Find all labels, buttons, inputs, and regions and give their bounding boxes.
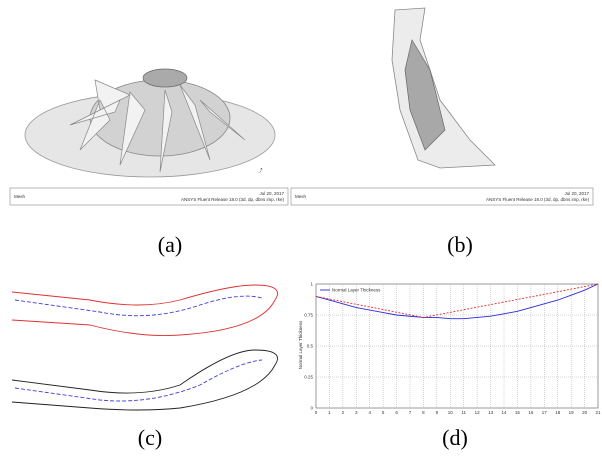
- x-tick-label: 10: [448, 410, 454, 415]
- x-tick-label: 2: [342, 410, 345, 415]
- x-tick-label: 19: [569, 410, 575, 415]
- x-tick-label: 13: [488, 410, 494, 415]
- figure: ⤴ Mesh Jul 20, 2017 ANSYS Fluent Release…: [0, 0, 602, 459]
- y-tick-label: 0.25: [304, 375, 313, 380]
- y-tick-label: 1: [310, 282, 313, 287]
- x-tick-label: 6: [395, 410, 398, 415]
- x-tick-label: 1: [328, 410, 331, 415]
- x-tick-label: 21: [595, 410, 601, 415]
- footer-release: ANSYS Fluent Release 18.0 (3d, dp, dbns …: [181, 197, 285, 202]
- caption: (a): [158, 232, 182, 257]
- y-axis-label: Normal Layer Thickness: [298, 320, 303, 369]
- axis-triad: ⤴: [258, 167, 263, 173]
- caption: (b): [447, 232, 473, 257]
- x-tick-label: 0: [315, 410, 318, 415]
- caption: (d): [442, 425, 468, 450]
- footer-left: Mesh: [14, 194, 26, 199]
- x-tick-label: 7: [409, 410, 412, 415]
- x-tick-label: 16: [528, 410, 534, 415]
- impeller-render: ⤴: [25, 69, 275, 177]
- x-tick-label: 14: [501, 410, 507, 415]
- footer-date: Jul 20, 2017: [564, 191, 589, 196]
- y-tick-label: 0.5: [307, 344, 314, 349]
- x-tick-label: 20: [582, 410, 588, 415]
- caption: (c): [138, 425, 162, 450]
- x-tick-label: 11: [461, 410, 466, 415]
- y-tick-label: 0: [310, 406, 313, 411]
- profiles: [12, 285, 278, 410]
- blade-render: [392, 8, 495, 168]
- footer-release: ANSYS Fluent Release 18.0 (3d, dp, dbns …: [486, 197, 590, 202]
- x-tick-label: 4: [368, 410, 371, 415]
- legend-label: Normal Layer Thickness: [332, 288, 381, 293]
- x-tick-label: 3: [355, 410, 358, 415]
- x-tick-label: 8: [422, 410, 425, 415]
- footer-date: Jul 20, 2017: [259, 191, 284, 196]
- x-tick-label: 17: [542, 410, 548, 415]
- x-tick-label: 18: [555, 410, 561, 415]
- x-tick-label: 15: [515, 410, 521, 415]
- footer-left: Mesh: [295, 194, 307, 199]
- x-tick-label: 9: [436, 410, 439, 415]
- x-tick-label: 5: [382, 410, 385, 415]
- x-tick-label: 12: [475, 410, 481, 415]
- y-tick-label: 0.75: [304, 313, 313, 318]
